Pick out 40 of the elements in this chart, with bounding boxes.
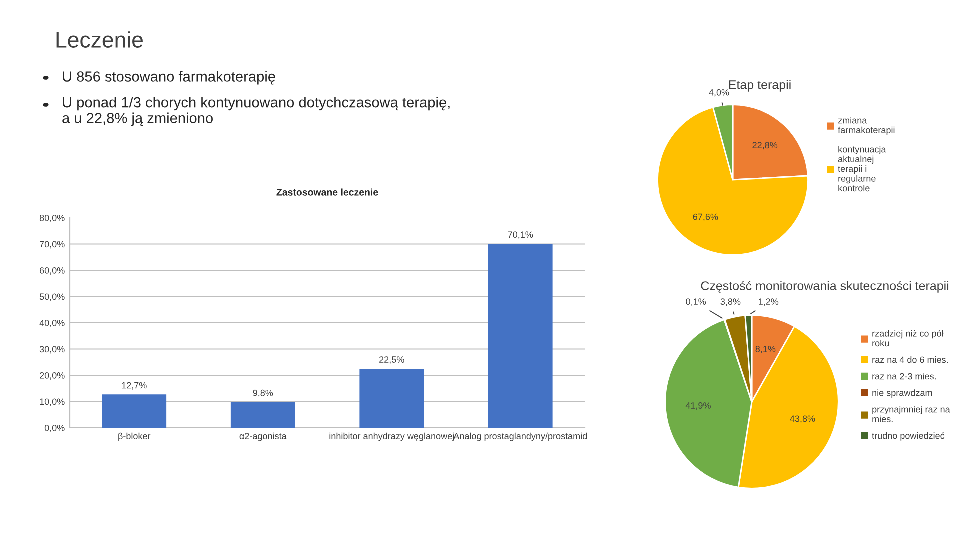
y-tick-label: 60,0% [40, 267, 65, 275]
y-tick-label: 70,0% [40, 241, 65, 249]
data-label: 3,8% [720, 298, 741, 306]
y-tick-label: 30,0% [40, 346, 65, 354]
x-tick-label: β-bloker [118, 432, 151, 442]
data-label: 70,1% [508, 232, 534, 240]
data-label: 67,6% [693, 214, 718, 222]
text: U 856 stosowano farmakoterapię [63, 71, 276, 85]
data-label: 1,2% [759, 298, 779, 306]
data-label: 4,0% [709, 89, 730, 97]
data-label: 22,5% [380, 356, 404, 364]
y-tick-label: 40,0% [40, 320, 65, 328]
data-label: 9,8% [253, 390, 274, 398]
x-tick-label: inhibitor anhydrazy węglanowej [330, 432, 454, 442]
data-label: 41,9% [686, 402, 711, 410]
data-label: 22,8% [752, 142, 778, 150]
x-tick-label: Analog prostaglandyny/prostamid [454, 432, 588, 442]
y-tick-label: 10,0% [40, 398, 65, 406]
legend-label: kontynuacja aktualnej terapii i regularne kontrole [838, 146, 886, 192]
text: U ponad 1/3 chorych kontynuowano dotychczasową terapię, a u 22,8% ją zmieniono [62, 97, 450, 126]
data-label: 8,1% [756, 346, 776, 354]
legend-label: trudno powiedzieć [872, 432, 945, 441]
legend-label: zmiana farmakoterapii [838, 117, 895, 136]
y-tick-label: 50,0% [40, 294, 65, 302]
chart-title: Etap terapii [729, 80, 791, 92]
y-tick-label: 0,0% [44, 424, 65, 432]
y-tick-label: 80,0% [40, 214, 65, 222]
text: Leczenie [56, 32, 143, 48]
legend-label: raz na 4 do 6 mies. [872, 356, 948, 364]
data-label: 0,1% [686, 298, 706, 306]
legend-label: rzadziej niż co pół roku [872, 330, 944, 347]
chart-title: Częstość monitorowania skuteczności terapii [701, 281, 949, 293]
legend-label: raz na 2-3 mies. [872, 373, 936, 380]
legend-label: przynajmniej raz na mies. [872, 406, 950, 422]
y-tick-label: 20,0% [40, 372, 65, 380]
data-label: 43,8% [790, 416, 816, 424]
data-label: 12,7% [122, 382, 147, 390]
x-tick-label: α2-agonista [240, 432, 287, 442]
legend-label: nie sprawdzam [872, 390, 932, 398]
chart-title: Zastosowane leczenie [276, 188, 378, 196]
